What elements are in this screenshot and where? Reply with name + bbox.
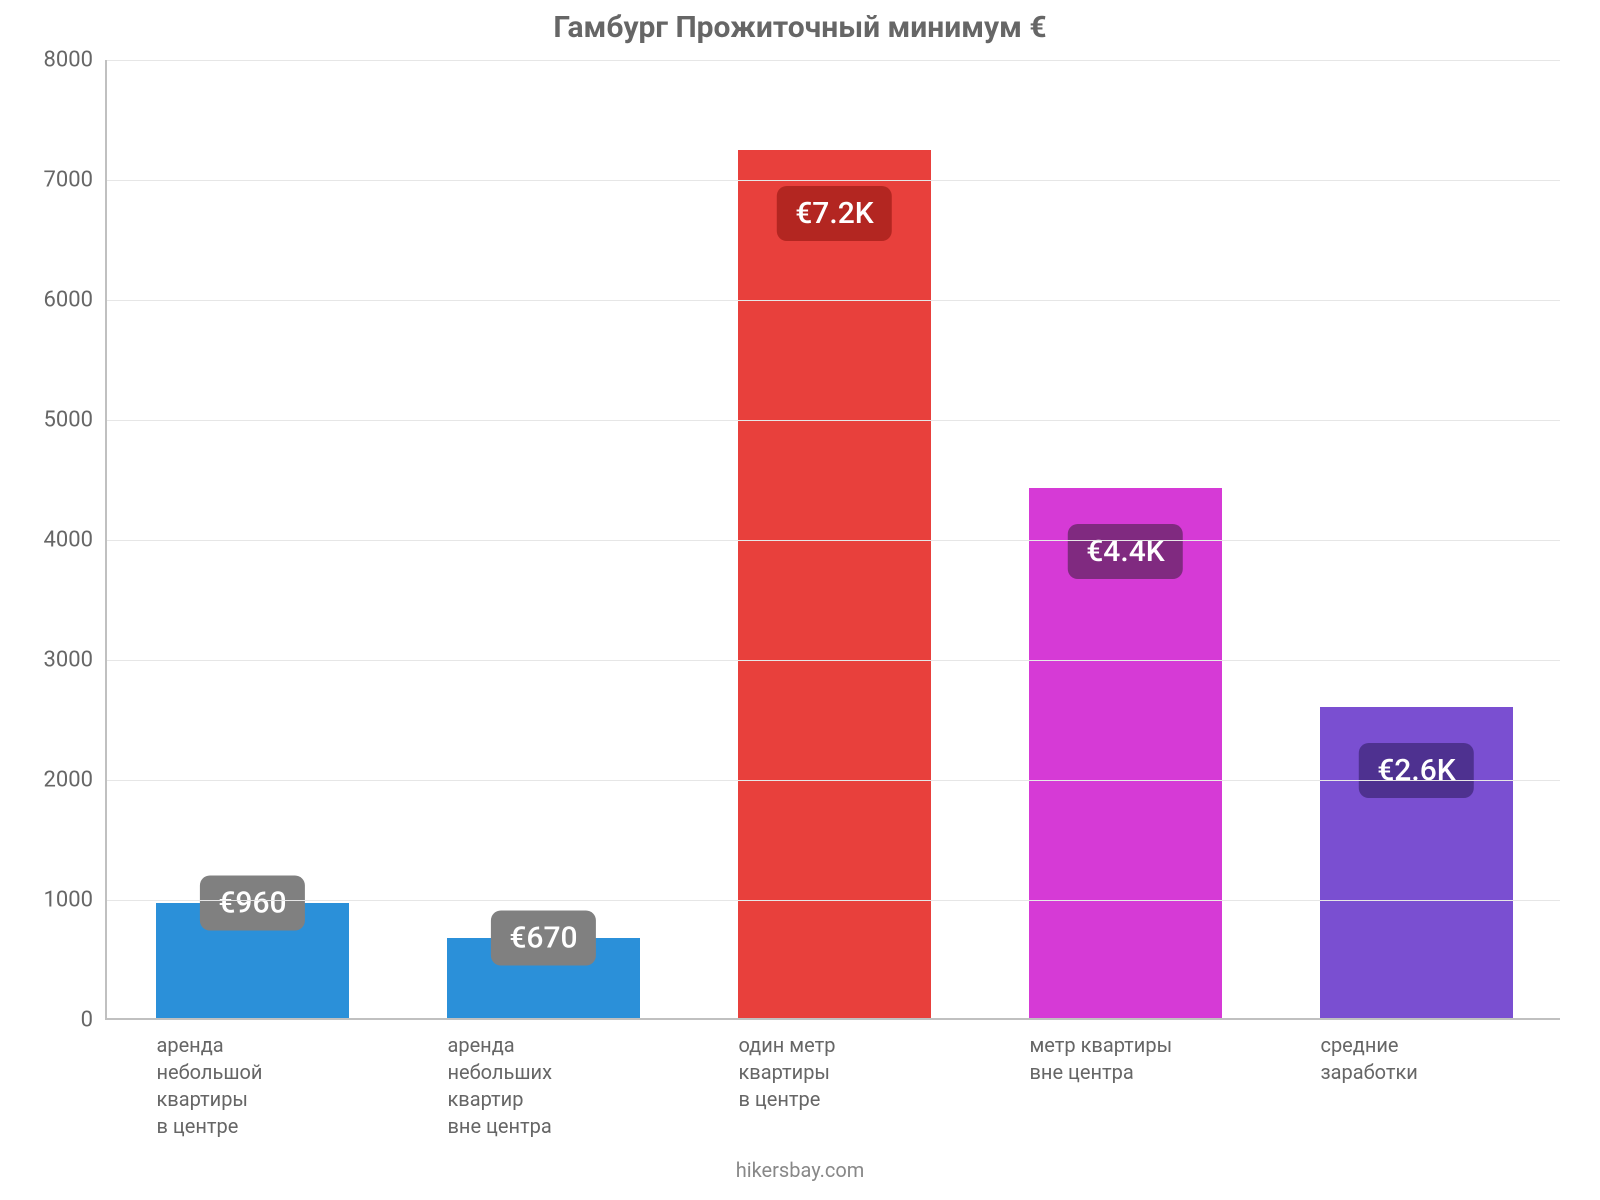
grid-line bbox=[107, 540, 1560, 541]
bar: €960 bbox=[156, 903, 348, 1018]
value-badge: €670 bbox=[491, 910, 595, 965]
y-tick-label: 3000 bbox=[44, 648, 107, 673]
chart-source: hikersbay.com bbox=[0, 1158, 1600, 1182]
grid-line bbox=[107, 780, 1560, 781]
y-tick-label: 7000 bbox=[44, 168, 107, 193]
x-axis-label: аренда небольших квартир вне центра bbox=[447, 1032, 639, 1140]
plot-area: €960€670€7.2K€4.4K€2.6K аренда небольшой… bbox=[105, 60, 1560, 1020]
y-tick-label: 6000 bbox=[44, 288, 107, 313]
value-badge: €7.2K bbox=[777, 186, 891, 241]
bar: €7.2K bbox=[738, 150, 930, 1018]
value-badge: €4.4K bbox=[1068, 524, 1182, 579]
grid-line bbox=[107, 60, 1560, 61]
grid-line bbox=[107, 420, 1560, 421]
grid-line bbox=[107, 900, 1560, 901]
x-axis-label: метр квартиры вне центра bbox=[1029, 1032, 1221, 1086]
x-axis-label: аренда небольшой квартиры в центре bbox=[156, 1032, 348, 1140]
bar: €670 bbox=[447, 938, 639, 1018]
grid-line bbox=[107, 660, 1560, 661]
bar: €2.6K bbox=[1320, 707, 1512, 1018]
bars-layer: €960 €670 €7.2K €4.4K €2.6K bbox=[107, 60, 1560, 1018]
y-tick-label: 1000 bbox=[44, 888, 107, 913]
grid-line bbox=[107, 300, 1560, 301]
y-tick-label: 0 bbox=[81, 1008, 107, 1033]
y-tick-label: 2000 bbox=[44, 768, 107, 793]
value-badge: €960 bbox=[200, 875, 304, 930]
x-axis-label: средние заработки bbox=[1320, 1032, 1512, 1086]
grid-line bbox=[107, 180, 1560, 181]
bar: €4.4K bbox=[1029, 488, 1221, 1018]
y-tick-label: 5000 bbox=[44, 408, 107, 433]
y-tick-label: 8000 bbox=[44, 48, 107, 73]
chart-title: Гамбург Прожиточный минимум € bbox=[0, 10, 1600, 45]
cost-of-living-chart: Гамбург Прожиточный минимум € €960 €670 €7… bbox=[0, 0, 1600, 1200]
value-badge: €2.6K bbox=[1359, 743, 1473, 798]
x-axis-label: один метр квартиры в центре bbox=[738, 1032, 930, 1113]
y-tick-label: 4000 bbox=[44, 528, 107, 553]
